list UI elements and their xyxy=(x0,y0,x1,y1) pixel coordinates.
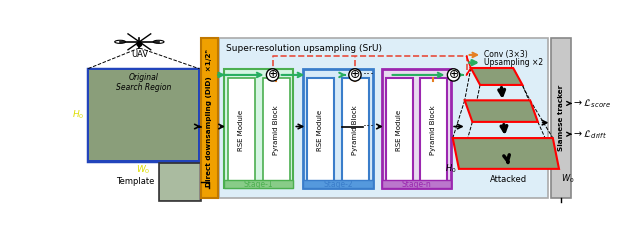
Text: RSE Module: RSE Module xyxy=(396,110,402,151)
Text: $\oplus$: $\oplus$ xyxy=(349,69,360,81)
Bar xyxy=(382,69,451,188)
Text: Conv (3×3): Conv (3×3) xyxy=(484,50,527,59)
Text: $\rightarrow\mathcal{L}_{score}$: $\rightarrow\mathcal{L}_{score}$ xyxy=(572,97,611,110)
Bar xyxy=(201,38,218,198)
Text: ···: ··· xyxy=(363,69,375,81)
Bar xyxy=(307,78,334,182)
Bar xyxy=(303,69,372,188)
Bar xyxy=(420,78,447,182)
Text: $H_0$: $H_0$ xyxy=(445,163,456,175)
Bar xyxy=(88,69,200,161)
Bar xyxy=(382,180,451,188)
Text: $\rightarrow\mathcal{L}_{drift}$: $\rightarrow\mathcal{L}_{drift}$ xyxy=(572,128,607,141)
Text: $H_0$: $H_0$ xyxy=(72,109,84,121)
Bar xyxy=(342,78,369,182)
Text: Stage-n: Stage-n xyxy=(402,180,431,189)
Bar xyxy=(303,180,372,188)
Circle shape xyxy=(349,69,361,81)
Text: Siamese tracker: Siamese tracker xyxy=(557,85,564,151)
Bar xyxy=(160,164,200,200)
Text: ···: ··· xyxy=(363,120,375,133)
Bar xyxy=(262,78,289,182)
Polygon shape xyxy=(465,100,538,122)
Text: $\oplus$: $\oplus$ xyxy=(267,69,278,81)
Polygon shape xyxy=(471,68,522,85)
Text: Pyramid Block: Pyramid Block xyxy=(431,106,436,155)
Text: Direct downsampling (DiD)  ×1/2ⁿ: Direct downsampling (DiD) ×1/2ⁿ xyxy=(207,49,212,187)
Circle shape xyxy=(137,42,141,46)
Text: Attacked: Attacked xyxy=(490,175,527,184)
Bar xyxy=(159,163,201,201)
Text: Pyramid Block: Pyramid Block xyxy=(352,106,358,155)
Bar xyxy=(219,38,548,198)
Bar xyxy=(228,78,255,182)
Text: RSE Module: RSE Module xyxy=(238,110,244,151)
Text: Pyramid Block: Pyramid Block xyxy=(273,106,278,155)
Text: Original
Search Region: Original Search Region xyxy=(115,73,171,92)
Bar xyxy=(224,180,293,188)
Text: Super-resolution upsampling (SrU): Super-resolution upsampling (SrU) xyxy=(227,44,382,53)
Text: UAV: UAV xyxy=(131,50,148,58)
Text: Stage-1: Stage-1 xyxy=(244,180,273,189)
Bar xyxy=(90,70,198,160)
Polygon shape xyxy=(452,138,559,169)
Text: $\oplus$: $\oplus$ xyxy=(448,69,459,81)
Bar xyxy=(551,38,570,198)
Text: RSE Module: RSE Module xyxy=(317,110,323,151)
Text: $W_0$: $W_0$ xyxy=(136,164,150,176)
Circle shape xyxy=(266,69,279,81)
Text: Upsampling ×2: Upsampling ×2 xyxy=(484,58,543,67)
Bar xyxy=(386,78,413,182)
Text: Template: Template xyxy=(116,178,155,186)
Text: $W_0$: $W_0$ xyxy=(561,173,575,185)
Bar xyxy=(224,69,293,188)
Circle shape xyxy=(447,69,460,81)
Text: Stage-2: Stage-2 xyxy=(323,180,353,189)
